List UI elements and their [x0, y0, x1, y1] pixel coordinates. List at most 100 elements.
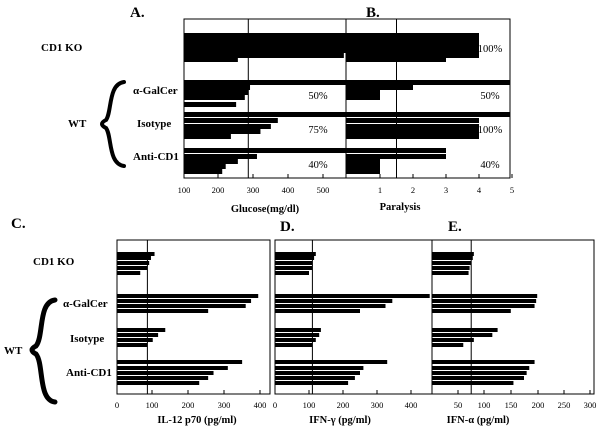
panel-e-tick-label: 150: [505, 400, 518, 410]
wt-brace-top: [100, 80, 126, 168]
panel-d-bar: [275, 376, 355, 380]
panel-e-tick-label: 200: [532, 400, 545, 410]
panel-b-tick-label: 5: [510, 185, 514, 195]
panel-b-bar: [346, 85, 413, 90]
panel-b-bar: [346, 124, 479, 129]
panel-a-bar: [184, 148, 346, 153]
panel-e-tick-label: 50: [454, 400, 463, 410]
panel-b-bar: [346, 90, 380, 95]
panel-c-frame: [116, 239, 271, 395]
panel-c-bar: [117, 371, 214, 375]
panel-d-bar: [275, 366, 364, 370]
panel-a-axis-label: Glucose(mg/dl): [231, 204, 300, 215]
group-label-cd1ko-bottom: CD1 KO: [33, 256, 75, 268]
panel-e-bar: [432, 333, 493, 337]
panel-d-bar: [275, 261, 313, 265]
panel-label-d: D.: [280, 219, 295, 235]
panel-a-bar: [184, 85, 251, 90]
panel-e-bar: [432, 376, 524, 380]
panel-d-bar: [275, 294, 430, 298]
panel-c-tick-label: 400: [254, 400, 267, 410]
panel-e-bar: [432, 366, 530, 370]
panel-d-bar: [275, 360, 388, 364]
panel-a-percent-label: 50%: [308, 91, 328, 102]
panel-c-bar: [117, 343, 148, 347]
panel-a-bar: [184, 159, 238, 164]
panel-c-tick-label: 200: [182, 400, 195, 410]
panel-b-bar: [346, 95, 380, 100]
panel-d-bar: [275, 266, 313, 270]
panel-a-bar: [184, 33, 346, 38]
wt-label-top: WT: [68, 118, 87, 130]
panel-b-bar: [346, 112, 510, 117]
panel-a-bar: [184, 134, 231, 139]
panel-b-percent-label: 100%: [478, 125, 503, 136]
group-label-cd1ko-top: CD1 KO: [41, 42, 83, 54]
panel-d-bar: [275, 299, 393, 303]
panel-e-bar: [432, 381, 514, 385]
panel-c-bar: [117, 309, 209, 313]
panel-a-bar: [184, 154, 257, 159]
group-label-anticd1-top: Anti-CD1: [133, 151, 179, 163]
panel-c-tick-label: 300: [218, 400, 231, 410]
panel-a-percent-label: 75%: [308, 125, 328, 136]
panel-c-bar: [117, 328, 166, 332]
group-label-agalcer-bottom: α-GalCer: [63, 298, 108, 310]
panel-a-tick-label: 400: [282, 185, 295, 195]
panel-c-bar: [117, 256, 151, 260]
panel-d-bar: [275, 371, 360, 375]
panel-a-bar: [184, 118, 278, 123]
panel-a-percent-label: 40%: [308, 160, 328, 171]
panel-b-bar: [346, 48, 479, 53]
panel-e-frame: [431, 239, 595, 395]
panel-d-bar: [275, 343, 313, 347]
panel-e-bar: [432, 299, 537, 303]
panel-d-tick-label: 100: [303, 400, 316, 410]
panel-b-bar: [346, 43, 479, 48]
panel-c-tick-label: 100: [146, 400, 159, 410]
panel-e-bar: [432, 252, 474, 256]
panel-d-bar: [275, 309, 360, 313]
panel-e-bar: [432, 371, 527, 375]
panel-b-bar: [346, 80, 510, 85]
panel-a-bar: [184, 169, 223, 174]
panel-a-bar: [184, 95, 245, 100]
panel-d-bar: [275, 333, 320, 337]
panel-b-percent-label: 50%: [480, 91, 500, 102]
panel-c-bar: [117, 252, 155, 256]
panel-a-tick-label: 200: [212, 185, 225, 195]
panel-e-bar: [432, 304, 535, 308]
panel-a-bar: [184, 102, 237, 107]
panel-c-bar: [117, 266, 148, 270]
panel-d-axis-label: IFN-γ (pg/ml): [309, 415, 371, 426]
panel-label-b: B.: [366, 5, 380, 21]
panel-d-bar: [275, 381, 349, 385]
panel-a-bar: [184, 112, 346, 117]
panel-e-tick-label: 100: [478, 400, 491, 410]
panel-b-tick-label: 2: [411, 185, 415, 195]
panel-d-bar: [275, 328, 321, 332]
panel-c-bar: [117, 299, 252, 303]
panel-b-bar: [346, 164, 380, 169]
panel-a-tick-label: 100: [178, 185, 191, 195]
panel-a-bar: [184, 129, 261, 134]
panel-d-bar: [275, 256, 315, 260]
panel-a-tick-label: 300: [247, 185, 260, 195]
panel-d-bar: [275, 304, 386, 308]
panel-b-bar: [346, 33, 479, 38]
panel-b-percent-label: 100%: [478, 44, 503, 55]
panel-c-bar: [117, 271, 141, 275]
group-label-isotype-top: Isotype: [137, 118, 171, 130]
panel-d-tick-label: 0: [273, 400, 277, 410]
panel-d-bar: [275, 338, 316, 342]
panel-c-bar: [117, 294, 259, 298]
panel-e-bar: [432, 338, 474, 342]
panel-b-percent-label: 40%: [480, 160, 500, 171]
panel-b-bar: [346, 129, 479, 134]
panel-e-tick-label: 300: [584, 400, 597, 410]
panel-c-bar: [117, 304, 246, 308]
panel-d-bar: [275, 271, 309, 275]
panel-e-bar: [432, 271, 469, 275]
panel-b-tick-label: 1: [378, 185, 382, 195]
